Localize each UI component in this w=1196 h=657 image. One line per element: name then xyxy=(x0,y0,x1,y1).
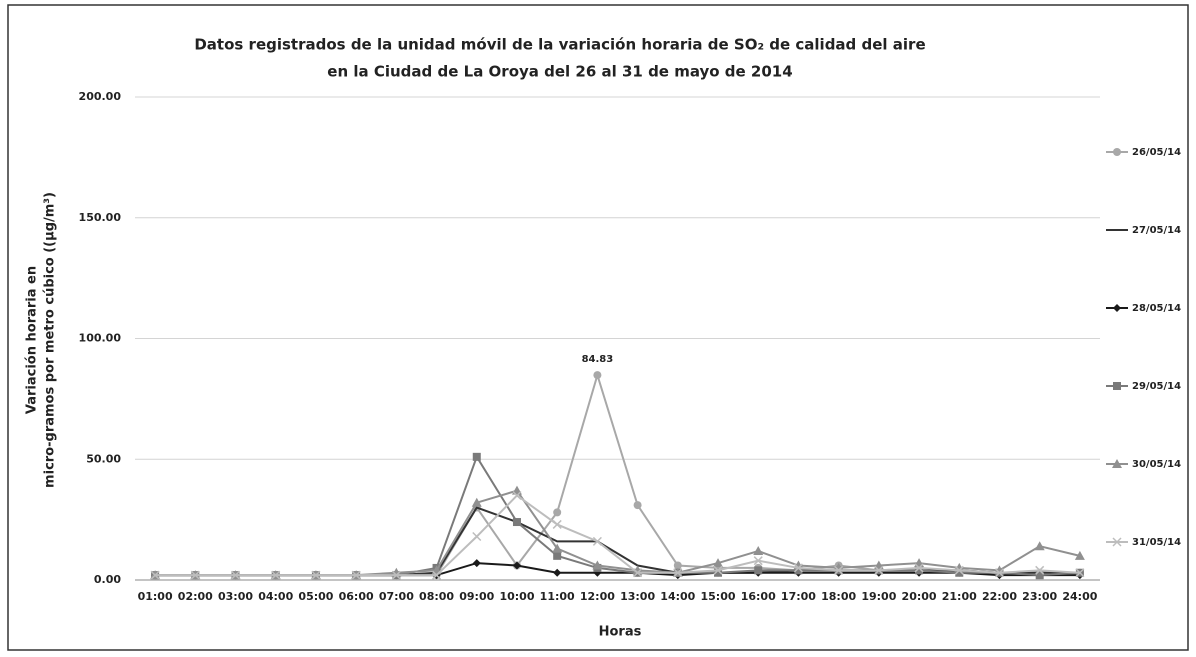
marker xyxy=(673,561,682,570)
x-tick-label: 09:00 xyxy=(459,590,494,603)
marker xyxy=(994,568,1005,578)
legend-label: 27/05/14 xyxy=(1132,225,1181,236)
marker xyxy=(714,568,723,577)
marker xyxy=(553,551,562,560)
x-tick-label: 03:00 xyxy=(218,590,253,603)
x-tick-label: 13:00 xyxy=(620,590,655,603)
marker xyxy=(1034,541,1045,551)
marker xyxy=(512,490,522,501)
marker xyxy=(552,543,563,553)
marker xyxy=(512,561,521,570)
x-tick-label: 14:00 xyxy=(660,590,695,603)
x-tick-label: 08:00 xyxy=(419,590,454,603)
x-tick-label: 21:00 xyxy=(942,590,977,603)
x-tick-label: 07:00 xyxy=(379,590,414,603)
y-tick-label: 100.00 xyxy=(79,332,122,345)
series-line xyxy=(155,494,1080,577)
x-tick-label: 01:00 xyxy=(138,590,173,603)
marker xyxy=(472,559,481,568)
marker xyxy=(1075,568,1085,578)
marker xyxy=(874,565,884,575)
x-axis-title: Horas xyxy=(599,625,642,640)
marker xyxy=(713,558,724,568)
x-tick-label: 15:00 xyxy=(701,590,736,603)
marker xyxy=(553,508,562,517)
marker xyxy=(472,452,481,461)
x-tick-label: 20:00 xyxy=(902,590,937,603)
legend-label: 29/05/14 xyxy=(1132,381,1181,392)
x-tick-label: 06:00 xyxy=(339,590,374,603)
marker xyxy=(150,570,160,580)
marker xyxy=(1113,304,1121,312)
marker xyxy=(472,531,482,542)
x-tick-label: 05:00 xyxy=(298,590,333,603)
marker xyxy=(753,556,763,566)
marker xyxy=(1074,550,1085,560)
x-tick-label: 10:00 xyxy=(499,590,534,603)
marker xyxy=(1112,537,1122,547)
marker xyxy=(592,536,602,546)
y-tick-label: 50.00 xyxy=(86,452,121,465)
marker xyxy=(753,546,764,556)
marker xyxy=(471,497,482,507)
marker xyxy=(914,563,924,573)
x-tick-label: 11:00 xyxy=(540,590,575,603)
marker xyxy=(915,566,924,575)
marker xyxy=(955,568,964,577)
marker xyxy=(1035,571,1044,580)
marker xyxy=(713,565,723,575)
marker xyxy=(512,518,521,527)
x-tick-label: 18:00 xyxy=(821,590,856,603)
marker xyxy=(190,570,200,580)
marker xyxy=(432,570,442,580)
legend-label: 28/05/14 xyxy=(1132,303,1181,314)
y-tick-label: 0.00 xyxy=(94,573,121,586)
x-tick-label: 22:00 xyxy=(982,590,1017,603)
x-tick-label: 02:00 xyxy=(178,590,213,603)
marker xyxy=(633,501,642,510)
x-tick-label: 17:00 xyxy=(781,590,816,603)
marker xyxy=(793,563,803,573)
marker xyxy=(954,565,964,575)
marker xyxy=(754,566,763,575)
x-tick-label: 12:00 xyxy=(580,590,615,603)
marker xyxy=(1113,382,1121,390)
y-tick-label: 150.00 xyxy=(79,211,122,224)
marker xyxy=(1113,148,1121,156)
marker xyxy=(391,570,401,580)
marker xyxy=(592,560,603,570)
marker xyxy=(834,565,844,575)
x-tick-label: 04:00 xyxy=(258,590,293,603)
marker xyxy=(351,570,361,580)
marker xyxy=(553,568,562,577)
y-tick-label: 200.00 xyxy=(79,90,122,103)
legend-label: 30/05/14 xyxy=(1132,459,1181,470)
frame xyxy=(7,4,1189,651)
marker xyxy=(593,371,602,380)
marker xyxy=(1035,565,1045,575)
y-axis-title: Variación horaria en xyxy=(25,266,40,414)
x-tick-label: 16:00 xyxy=(741,590,776,603)
marker xyxy=(230,570,241,580)
x-tick-label: 19:00 xyxy=(861,590,896,603)
marker xyxy=(271,570,281,580)
chart-title: en la Ciudad de La Oroya del 26 al 31 de… xyxy=(327,63,792,81)
x-tick-label: 24:00 xyxy=(1062,590,1097,603)
x-tick-label: 23:00 xyxy=(1022,590,1057,603)
data-label: 84.83 xyxy=(582,354,614,365)
marker xyxy=(552,519,562,529)
legend-label: 31/05/14 xyxy=(1132,537,1181,548)
marker xyxy=(311,570,321,580)
legend-label: 26/05/14 xyxy=(1132,147,1181,158)
marker xyxy=(794,566,803,575)
y-axis-title: micro-gramos por metro cúbico ((µg/m³) xyxy=(43,192,58,488)
marker xyxy=(673,568,683,578)
marker xyxy=(633,568,643,578)
marker xyxy=(1112,459,1122,468)
chart-title: Datos registrados de la unidad móvil de … xyxy=(194,36,925,54)
